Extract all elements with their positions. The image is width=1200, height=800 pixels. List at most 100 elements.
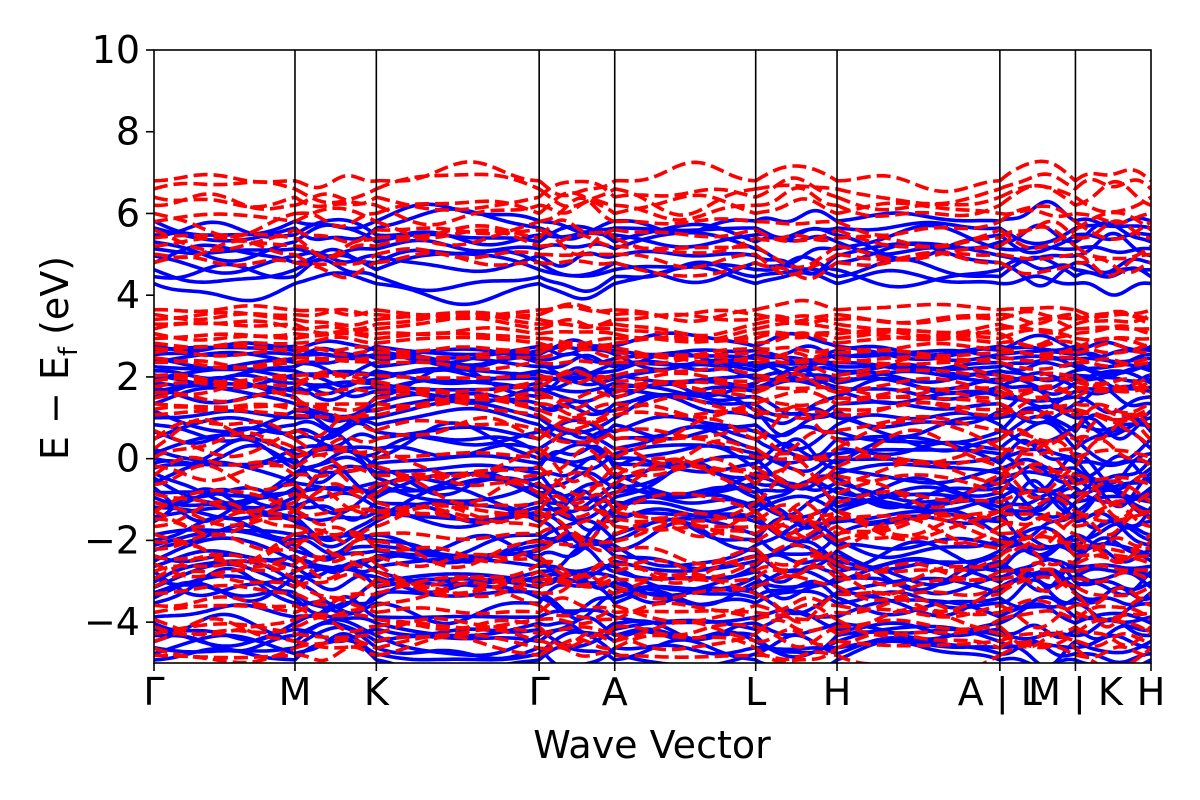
spin-down-band bbox=[614, 622, 756, 638]
spin-down-band bbox=[537, 218, 616, 240]
spin-up-band bbox=[998, 570, 1077, 589]
spin-down-band bbox=[1074, 179, 1151, 207]
spin-down-band bbox=[614, 464, 757, 478]
spin-down-band bbox=[755, 650, 838, 662]
spin-down-band bbox=[375, 446, 540, 478]
spin-up-band bbox=[154, 350, 296, 365]
spin-down-band bbox=[755, 376, 838, 384]
spin-down-band bbox=[294, 554, 378, 581]
spin-up-band bbox=[538, 361, 616, 380]
spin-up-band bbox=[376, 230, 540, 247]
spin-down-band bbox=[293, 551, 378, 566]
spin-down-band bbox=[538, 645, 616, 658]
spin-down-band bbox=[999, 355, 1076, 363]
spin-down-band bbox=[294, 615, 377, 634]
spin-up-band bbox=[755, 621, 838, 637]
spin-down-band bbox=[375, 569, 540, 596]
spin-down-band bbox=[1075, 509, 1151, 537]
spin-down-band bbox=[1074, 355, 1151, 369]
spin-up-band bbox=[375, 481, 540, 503]
spin-down-band bbox=[294, 504, 377, 527]
spin-down-band bbox=[836, 473, 1001, 496]
spin-up-band bbox=[1074, 639, 1151, 655]
spin-down-band bbox=[754, 465, 839, 484]
spin-up-band bbox=[1073, 457, 1151, 482]
spin-down-band bbox=[999, 509, 1077, 523]
spin-down-band bbox=[999, 322, 1077, 335]
spin-down-band bbox=[1074, 552, 1151, 566]
spin-down-band bbox=[154, 428, 296, 459]
spin-down-band bbox=[375, 500, 540, 516]
spin-down-band bbox=[376, 226, 540, 236]
spin-down-band bbox=[755, 332, 838, 341]
spin-down-band bbox=[154, 304, 296, 314]
spin-down-band bbox=[538, 569, 616, 588]
spin-down-band bbox=[293, 396, 378, 413]
spin-down-band bbox=[614, 228, 757, 239]
spin-down-band bbox=[613, 500, 757, 523]
spin-down-band bbox=[537, 415, 616, 441]
spin-down-band bbox=[294, 228, 378, 244]
spin-down-band bbox=[538, 228, 616, 257]
spin-up-band bbox=[538, 261, 616, 278]
spin-down-band bbox=[999, 312, 1076, 326]
spin-up-band bbox=[998, 596, 1077, 610]
spin-down-band bbox=[376, 473, 540, 506]
spin-up-band bbox=[538, 381, 616, 394]
spin-down-band bbox=[539, 539, 615, 547]
spin-down-band bbox=[376, 385, 540, 403]
spin-up-band bbox=[998, 258, 1077, 272]
spin-down-band bbox=[538, 428, 616, 445]
spin-down-band bbox=[1074, 448, 1151, 460]
spin-up-band bbox=[1074, 591, 1151, 607]
spin-down-band bbox=[754, 510, 839, 541]
spin-down-band bbox=[154, 532, 296, 565]
spin-down-band bbox=[1074, 177, 1151, 191]
spin-down-band bbox=[613, 633, 757, 650]
spin-up-band bbox=[999, 485, 1076, 513]
spin-up-band bbox=[999, 656, 1076, 663]
spin-down-band bbox=[614, 576, 756, 583]
spin-down-band bbox=[754, 389, 838, 406]
spin-up-band bbox=[375, 645, 540, 661]
spin-down-band bbox=[754, 618, 839, 636]
spin-down-band bbox=[614, 187, 757, 217]
spin-down-band bbox=[754, 501, 839, 536]
spin-up-band bbox=[754, 423, 839, 452]
spin-up-band bbox=[1075, 257, 1151, 275]
spin-down-band bbox=[376, 325, 540, 337]
spin-down-band bbox=[538, 482, 615, 504]
spin-down-band bbox=[154, 509, 296, 529]
spin-down-band bbox=[836, 219, 1001, 238]
spin-down-band bbox=[538, 491, 616, 511]
spin-down-band bbox=[154, 340, 296, 349]
spin-down-band bbox=[836, 639, 1001, 648]
spin-down-band bbox=[1075, 211, 1151, 225]
spin-up-band bbox=[836, 585, 1001, 618]
x-tick-label: A | L bbox=[958, 670, 1042, 715]
spin-down-band bbox=[293, 482, 378, 502]
spin-down-band bbox=[754, 547, 839, 578]
spin-down-band bbox=[154, 355, 296, 371]
spin-up-band bbox=[538, 369, 615, 377]
spin-down-band bbox=[1075, 407, 1151, 425]
spin-up-band bbox=[538, 281, 616, 301]
spin-down-band bbox=[614, 438, 756, 466]
spin-up-band bbox=[1075, 280, 1151, 297]
spin-down-band bbox=[1075, 219, 1151, 240]
spin-down-band bbox=[1074, 195, 1151, 214]
spin-down-band bbox=[836, 584, 1001, 603]
spin-down-band bbox=[614, 217, 756, 226]
spin-down-band bbox=[1074, 416, 1151, 442]
spin-up-band bbox=[754, 589, 838, 605]
spin-down-band bbox=[294, 369, 377, 385]
spin-up-band bbox=[755, 246, 838, 266]
spin-down-band bbox=[836, 195, 1001, 212]
spin-down-band bbox=[836, 173, 1000, 194]
y-tick-label: 2 bbox=[116, 355, 140, 399]
y-tick-label: 10 bbox=[92, 28, 140, 72]
spin-down-band bbox=[999, 603, 1077, 630]
spin-down-band bbox=[1074, 479, 1151, 504]
spin-down-band bbox=[999, 632, 1076, 643]
spin-down-band bbox=[154, 232, 296, 240]
